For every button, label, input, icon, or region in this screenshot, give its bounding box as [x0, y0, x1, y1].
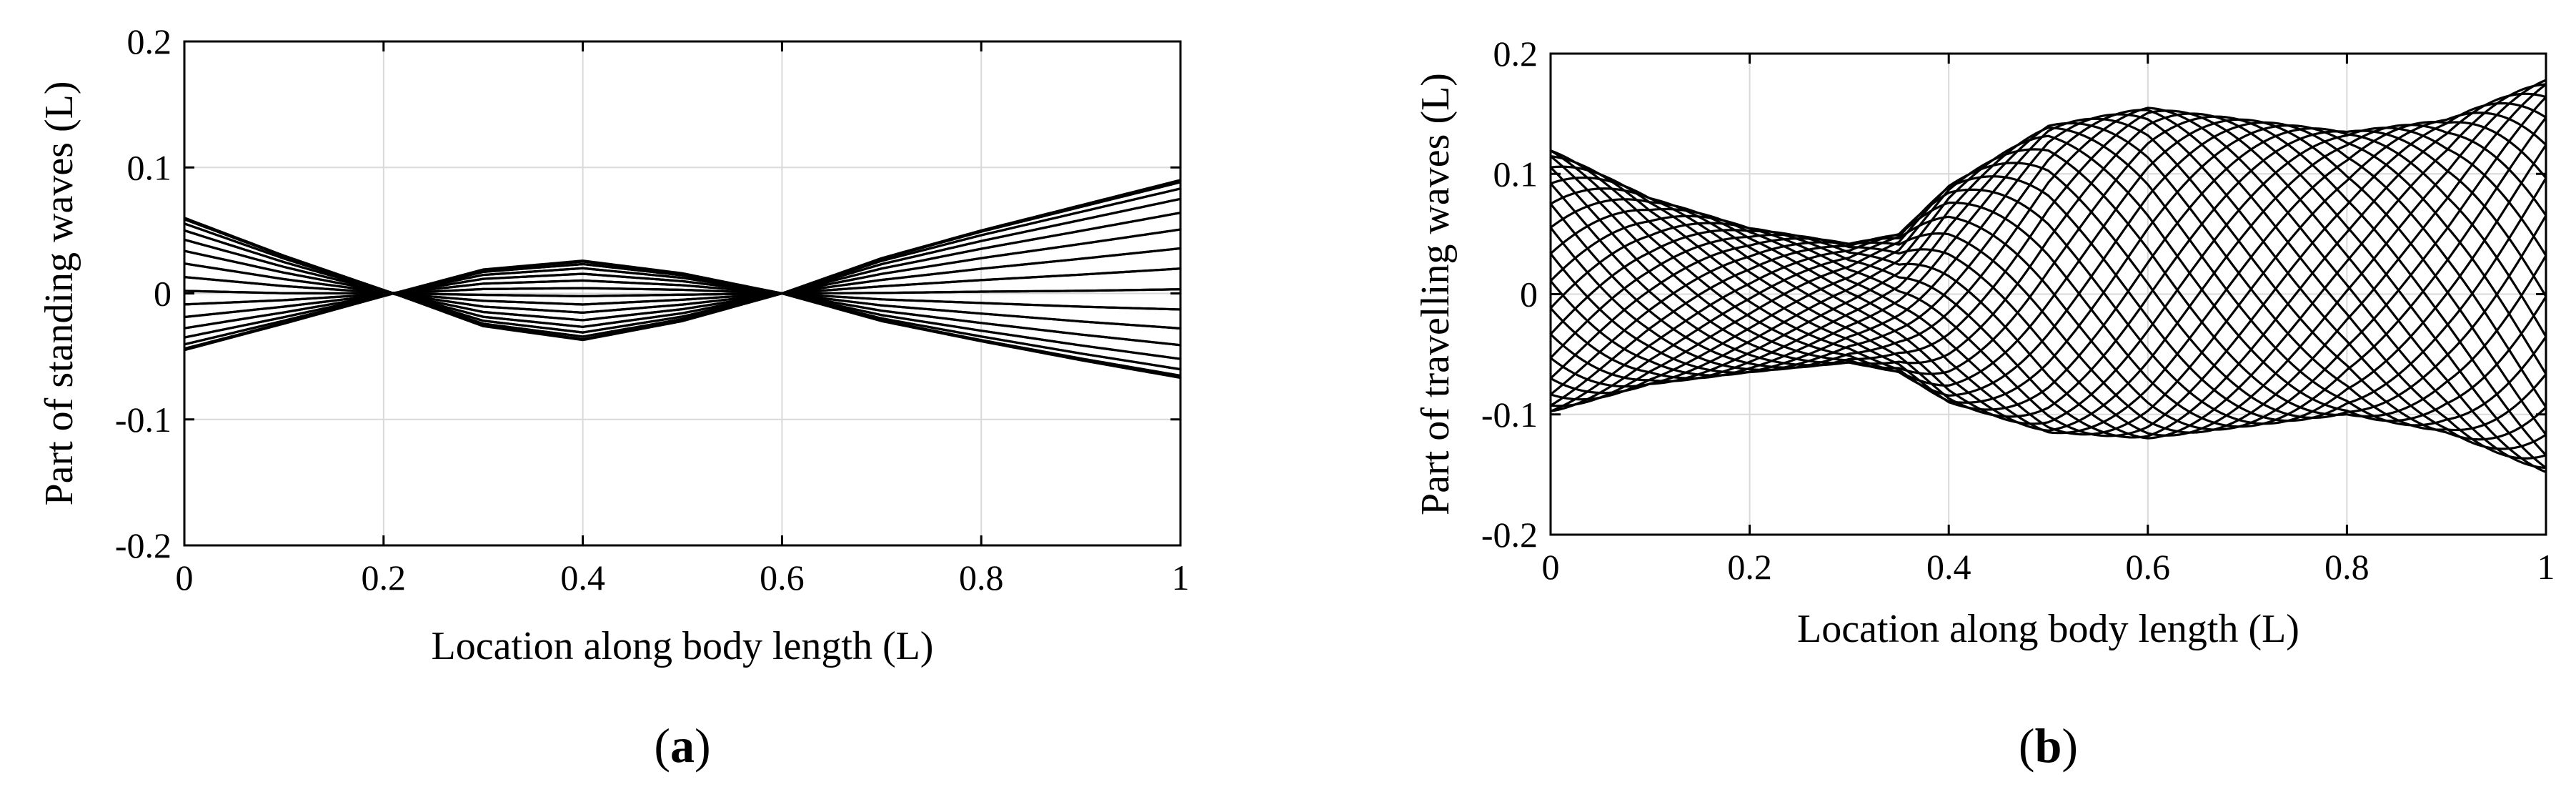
x-tick-label: 1 — [2537, 547, 2555, 587]
x-tick-label: 0.6 — [2126, 547, 2171, 587]
y-tick-label: 0 — [1520, 274, 1538, 315]
y-tick-label: 0.2 — [1493, 34, 1538, 74]
y-axis-label: Part of travelling waves (L) — [1413, 73, 1458, 515]
series-line — [1551, 127, 2546, 411]
series-line — [1551, 122, 2546, 432]
y-tick-label: -0.1 — [1481, 395, 1538, 435]
x-tick-label: 0.2 — [362, 558, 407, 598]
series-line — [1551, 175, 2546, 422]
series-line — [1551, 79, 2546, 437]
series-line — [1551, 148, 2546, 418]
x-tick-label: 0.4 — [1926, 547, 1971, 587]
series-line — [184, 181, 1180, 295]
panel-label: (b) — [2019, 718, 2078, 773]
series-line — [1551, 124, 2546, 432]
series-line — [1551, 129, 2546, 418]
x-axis-label: Location along body length (L) — [432, 624, 934, 668]
y-tick-label: 0.2 — [127, 21, 172, 61]
series-line — [1551, 113, 2546, 450]
series-line — [184, 288, 1180, 306]
series-line — [1551, 83, 2546, 434]
chart-panel-b: 0 0.2 0.4 0.6 0.8 1 -0.2 -0.1 0 0.1 0.2 Location al… — [1413, 34, 2555, 773]
x-tick-label: 0.2 — [1727, 547, 1772, 587]
series-line — [1551, 112, 2546, 436]
series-line — [1551, 96, 2546, 431]
series-line — [1551, 115, 2546, 456]
series-line — [1551, 118, 2546, 436]
series-line — [1551, 83, 2546, 440]
y-tick-label: -0.2 — [1481, 515, 1538, 555]
x-tick-label: 0.8 — [959, 558, 1004, 598]
x-tick-label: 0.8 — [2324, 547, 2369, 587]
series-line — [1551, 162, 2546, 420]
series-line — [1551, 109, 2546, 460]
x-tick-label: 0 — [1542, 547, 1560, 587]
series-line — [1551, 117, 2546, 428]
series-line — [1551, 134, 2546, 422]
series-line — [184, 292, 1180, 360]
series-line — [1551, 124, 2546, 404]
x-tick-label: 0.4 — [560, 558, 605, 598]
series-line — [184, 247, 1180, 295]
panel-label: (a) — [654, 718, 710, 773]
series-line — [184, 292, 1180, 314]
x-tick-label: 0.6 — [760, 558, 805, 598]
series-line — [184, 267, 1180, 297]
series-line — [184, 292, 1180, 347]
y-tick-label: 0 — [154, 274, 171, 314]
series-line — [1551, 107, 2546, 470]
series-line — [1551, 120, 2546, 435]
series-line — [1551, 127, 2546, 425]
chart-panel-a: 0 0.2 0.4 0.6 0.8 1 -0.2 -0.1 0 0.1 0.2 Location al… — [37, 21, 1189, 773]
series-line — [1551, 144, 2546, 425]
series-line — [1551, 112, 2546, 469]
x-tick-label: 0 — [176, 558, 194, 598]
x-tick-label: 1 — [1172, 558, 1190, 598]
y-axis-label: Part of standing waves (L) — [37, 81, 81, 505]
y-tick-label: -0.2 — [115, 525, 171, 565]
series-line — [1551, 126, 2546, 427]
y-tick-label: 0.1 — [127, 147, 172, 187]
series-group — [184, 179, 1180, 380]
y-tick-label: -0.1 — [115, 400, 171, 440]
series-line — [184, 228, 1180, 295]
series-group — [1551, 79, 2546, 473]
series-line — [184, 292, 1180, 371]
series-line — [184, 212, 1180, 295]
series-line — [184, 292, 1180, 330]
series-line — [184, 197, 1180, 295]
series-line — [1551, 109, 2546, 473]
y-tick-label: 0.1 — [1493, 154, 1538, 194]
series-line — [1551, 92, 2546, 439]
x-axis-label: Location along body length (L) — [1797, 607, 2299, 651]
series-line — [1551, 121, 2546, 408]
